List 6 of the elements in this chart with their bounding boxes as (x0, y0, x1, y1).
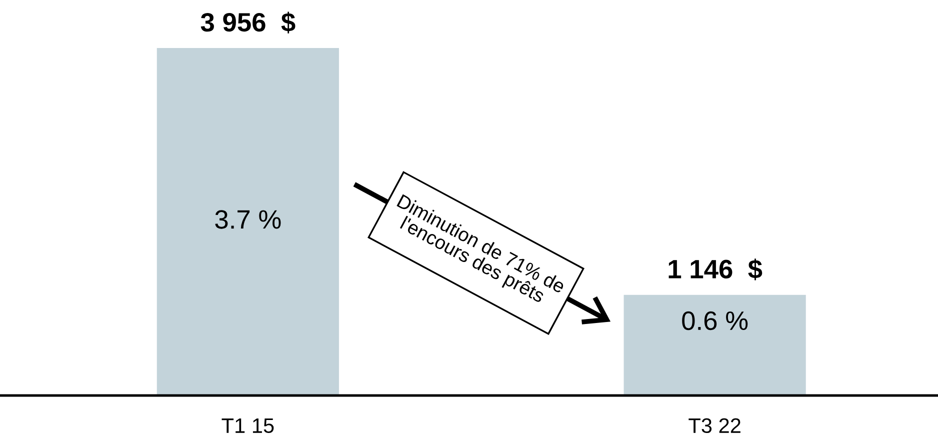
annotation: 0.6 % (682, 311, 748, 330)
annotation: 3.7 % (215, 210, 281, 229)
data-label: 3 956 $ (200, 12, 296, 34)
x-tick-label: T1 15 (222, 418, 274, 434)
x-tick-label: T3 22 (688, 418, 740, 434)
data-label: 1 146 $ (668, 258, 762, 280)
